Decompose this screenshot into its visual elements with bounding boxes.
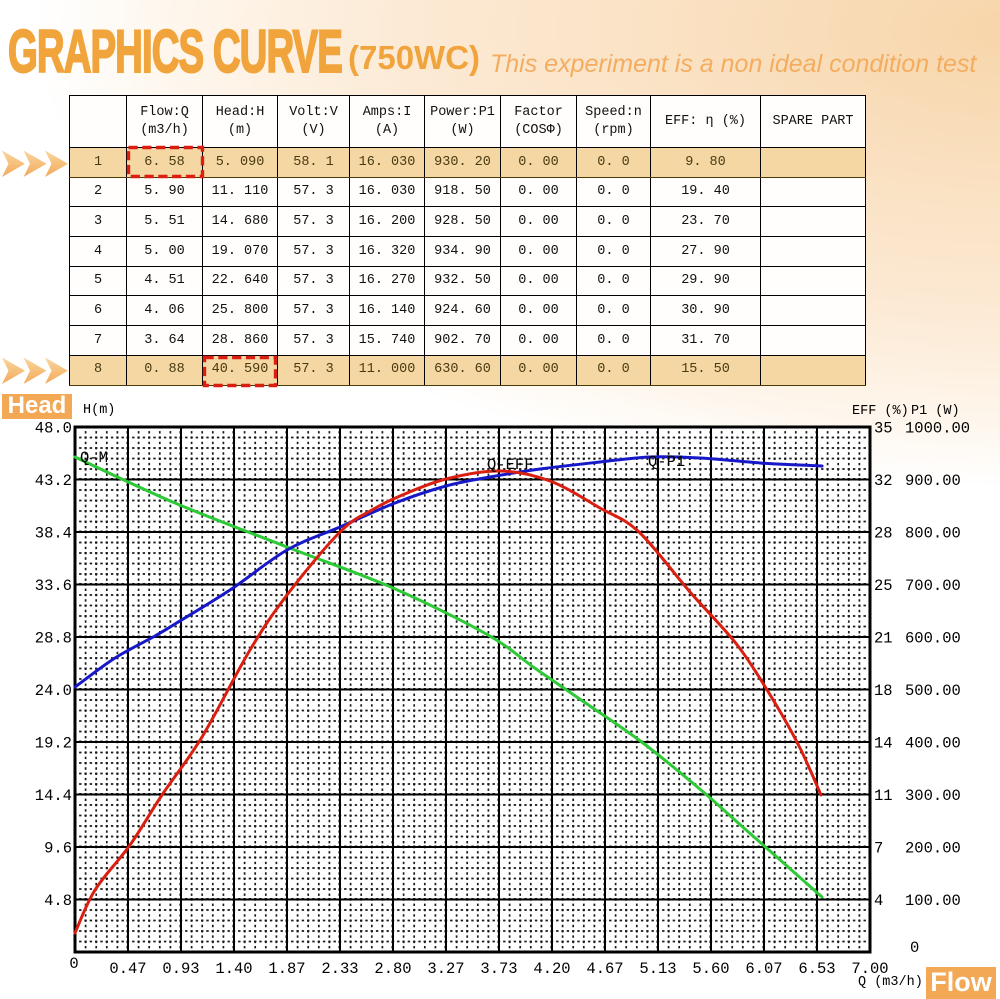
svg-text:4.20: 4.20 xyxy=(533,960,570,978)
svg-text:Q-M: Q-M xyxy=(80,449,108,467)
svg-text:35: 35 xyxy=(874,420,893,438)
svg-text:18: 18 xyxy=(874,682,893,700)
svg-text:400.00: 400.00 xyxy=(905,735,961,753)
svg-text:4.8: 4.8 xyxy=(44,892,72,910)
svg-text:19.2: 19.2 xyxy=(35,735,72,753)
svg-text:33.6: 33.6 xyxy=(35,577,72,595)
svg-text:0: 0 xyxy=(69,955,78,973)
svg-text:800.00: 800.00 xyxy=(905,525,961,543)
svg-text:7.00: 7.00 xyxy=(851,960,888,978)
svg-text:0.93: 0.93 xyxy=(162,960,199,978)
svg-text:1.40: 1.40 xyxy=(215,960,252,978)
svg-text:900.00: 900.00 xyxy=(905,472,961,490)
svg-text:6.53: 6.53 xyxy=(798,960,835,978)
svg-text:5.60: 5.60 xyxy=(692,960,729,978)
svg-text:2.33: 2.33 xyxy=(321,960,358,978)
svg-text:Q (m3/h): Q (m3/h) xyxy=(858,975,923,990)
svg-text:Q-EFF: Q-EFF xyxy=(487,456,534,474)
svg-text:48.0: 48.0 xyxy=(35,420,72,438)
svg-text:0: 0 xyxy=(910,939,919,957)
svg-text:4.67: 4.67 xyxy=(586,960,623,978)
svg-text:4: 4 xyxy=(874,892,883,910)
svg-text:11: 11 xyxy=(874,787,893,805)
svg-text:Q-P1: Q-P1 xyxy=(648,453,685,471)
svg-text:25: 25 xyxy=(874,577,893,595)
svg-text:6.07: 6.07 xyxy=(745,960,782,978)
svg-text:7: 7 xyxy=(874,840,883,858)
svg-text:9.6: 9.6 xyxy=(44,840,72,858)
svg-text:38.4: 38.4 xyxy=(35,525,72,543)
svg-text:1000.00: 1000.00 xyxy=(905,420,970,438)
svg-text:500.00: 500.00 xyxy=(905,682,961,700)
svg-text:3.73: 3.73 xyxy=(480,960,517,978)
svg-text:1.87: 1.87 xyxy=(268,960,305,978)
svg-text:100.00: 100.00 xyxy=(905,892,961,910)
svg-text:5.13: 5.13 xyxy=(639,960,676,978)
svg-text:600.00: 600.00 xyxy=(905,630,961,648)
svg-text:H(m): H(m) xyxy=(83,403,115,418)
svg-text:3.27: 3.27 xyxy=(427,960,464,978)
svg-text:14: 14 xyxy=(874,735,893,753)
svg-text:200.00: 200.00 xyxy=(905,840,961,858)
svg-text:EFF (%): EFF (%) xyxy=(852,404,909,419)
svg-text:2.80: 2.80 xyxy=(374,960,411,978)
svg-text:28: 28 xyxy=(874,525,893,543)
svg-text:14.4: 14.4 xyxy=(35,787,72,805)
svg-text:21: 21 xyxy=(874,630,893,648)
svg-text:43.2: 43.2 xyxy=(35,472,72,490)
svg-text:24.0: 24.0 xyxy=(35,682,72,700)
svg-text:28.8: 28.8 xyxy=(35,630,72,648)
svg-text:P1 (W): P1 (W) xyxy=(911,404,960,419)
svg-text:700.00: 700.00 xyxy=(905,577,961,595)
svg-text:32: 32 xyxy=(874,472,893,490)
svg-text:0.47: 0.47 xyxy=(109,960,146,978)
svg-text:300.00: 300.00 xyxy=(905,787,961,805)
